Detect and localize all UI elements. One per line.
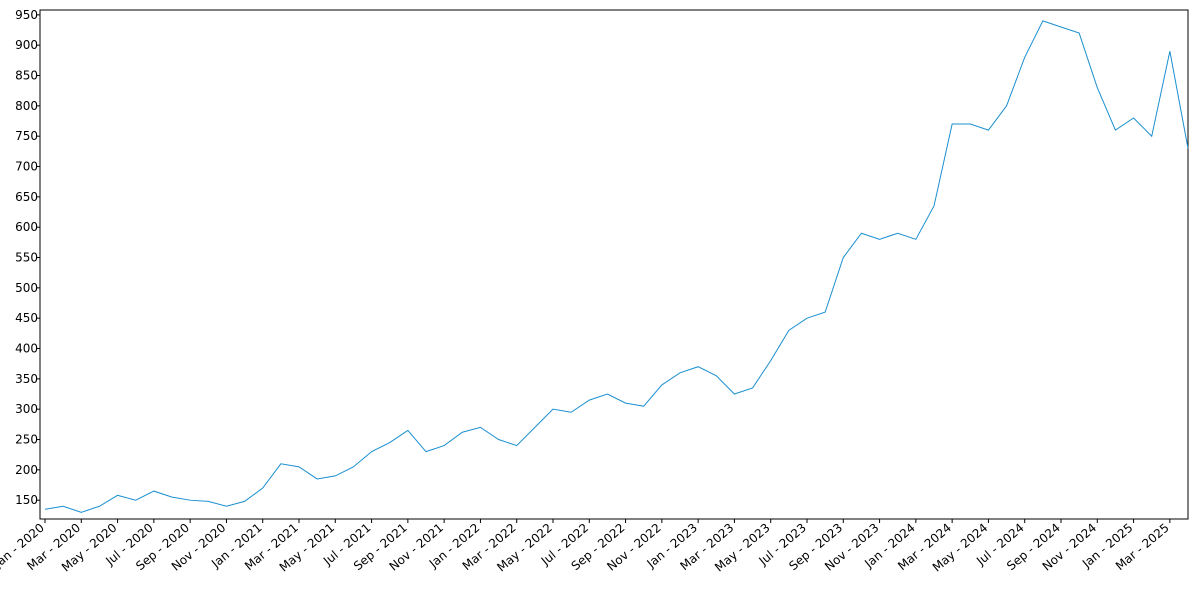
y-tick-label: 700 [15,160,38,174]
y-tick-label: 900 [15,38,38,52]
y-tick-label: 200 [15,463,38,477]
y-tick-label: 850 [15,69,38,83]
y-tick-label: 800 [15,99,38,113]
y-tick-label: 750 [15,129,38,143]
data-line [44,20,1189,513]
y-tick-label: 650 [15,190,38,204]
plot-frame [39,9,1189,520]
y-tick-label: 950 [15,8,38,22]
y-tick-label: 300 [15,402,38,416]
y-tick-label: 600 [15,220,38,234]
y-tick-label: 450 [15,311,38,325]
y-tick-label: 400 [15,342,38,356]
y-tick-label: 350 [15,372,38,386]
y-tick-label: 250 [15,433,38,447]
y-tick-label: 500 [15,281,38,295]
y-tick-label: 150 [15,493,38,507]
y-tick-label: 550 [15,251,38,265]
